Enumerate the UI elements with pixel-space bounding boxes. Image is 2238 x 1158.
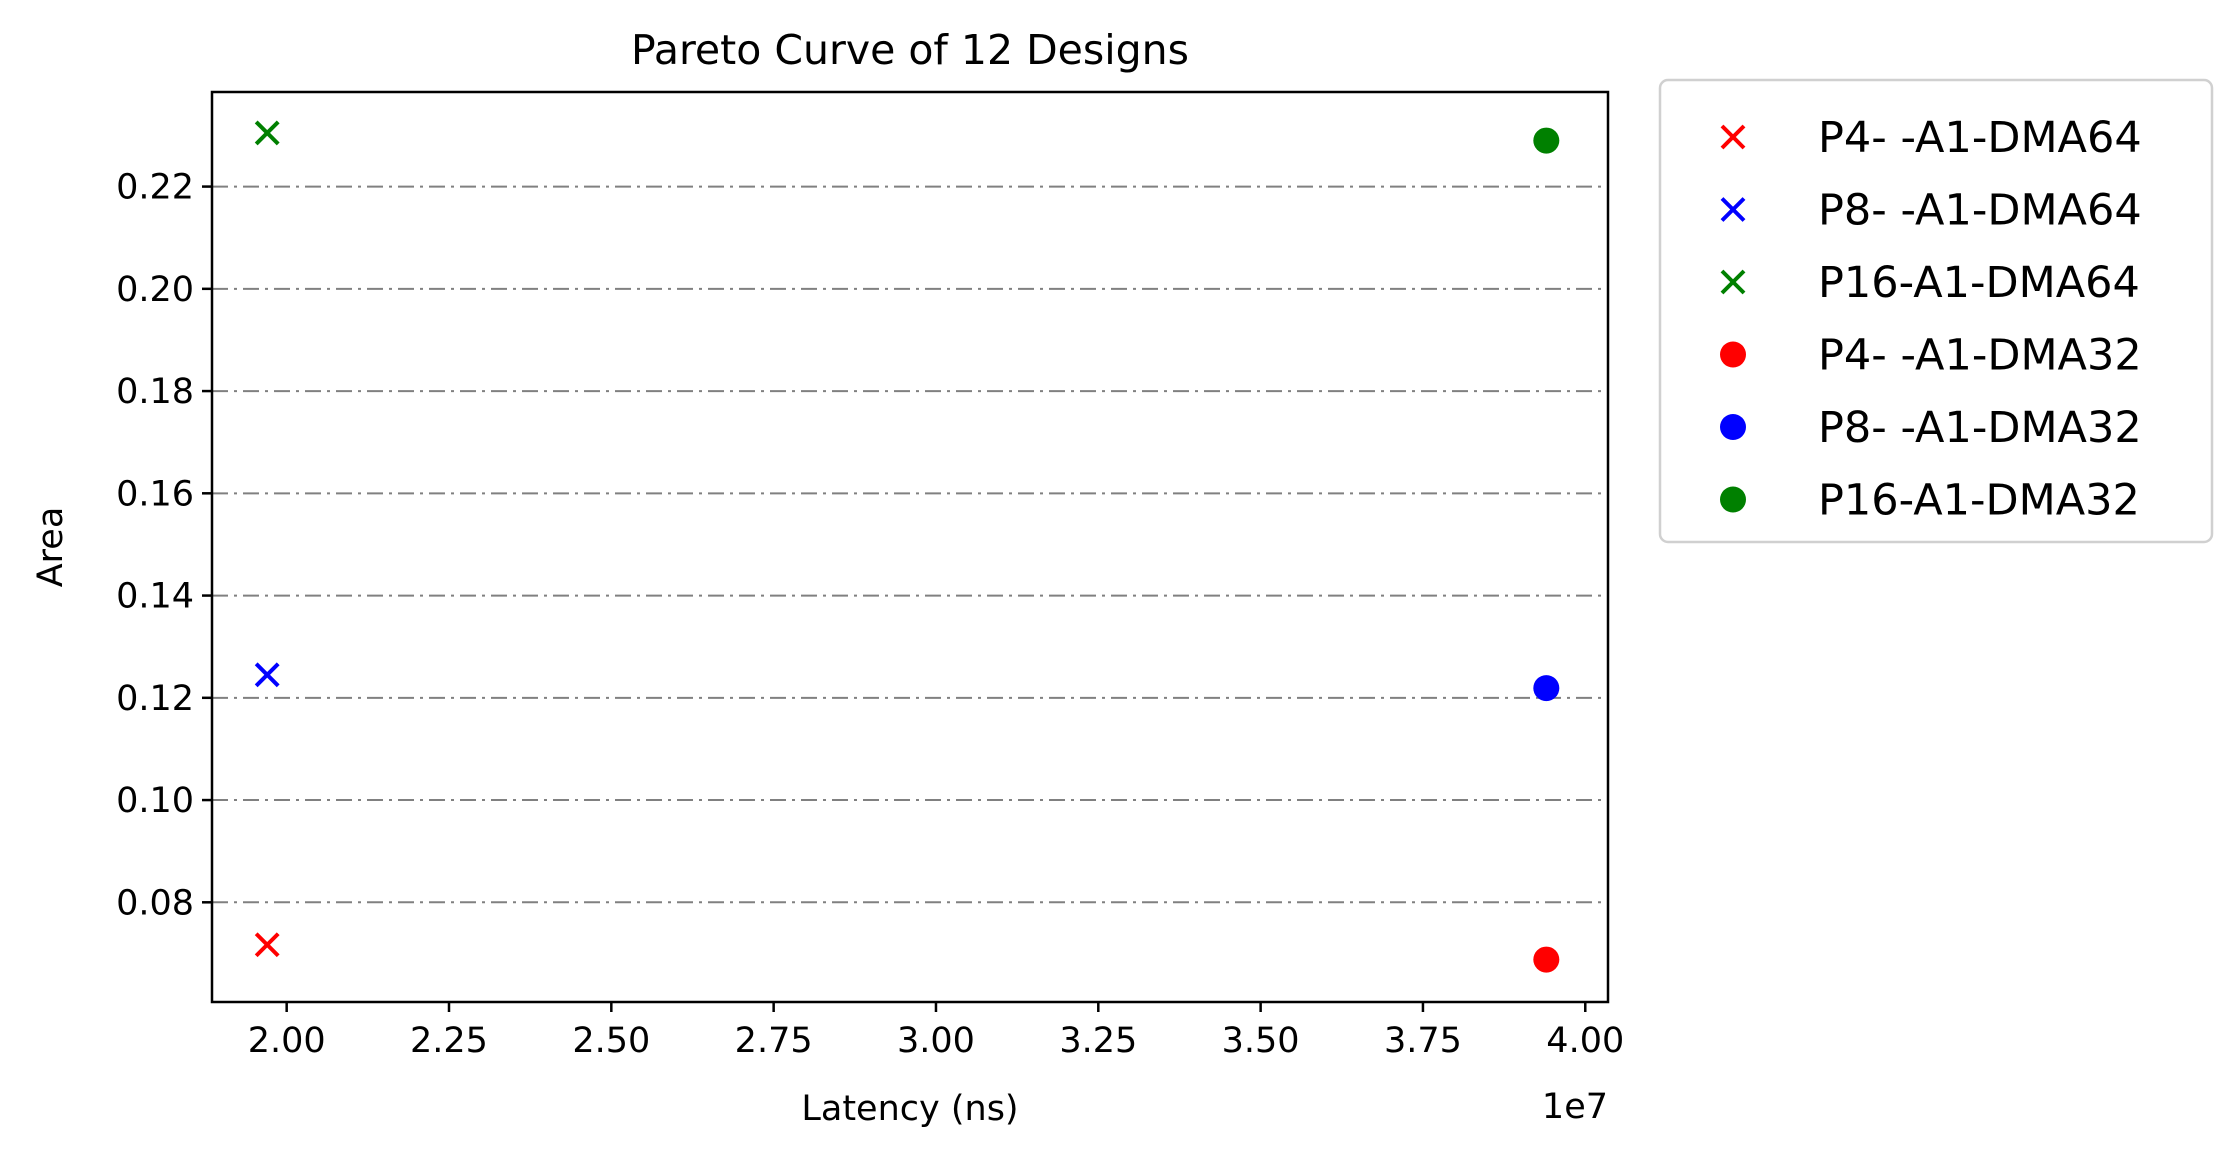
- y-gridlines: [212, 185, 1608, 904]
- legend-label-5: P16-A1-DMA32: [1818, 476, 2140, 526]
- x-tick-label-1: 2.25: [410, 1021, 488, 1061]
- data-point-4-0: [1533, 675, 1560, 702]
- y-tick-label-4: 0.16: [116, 474, 194, 514]
- legend-marker-3: [1720, 341, 1746, 368]
- legend-label-2: P16-A1-DMA64: [1818, 258, 2140, 308]
- data-point-1-0: [254, 662, 280, 688]
- legend-box: [1658, 78, 2214, 544]
- data-point-3-0: [1533, 946, 1560, 973]
- data-point-0-0: [254, 932, 280, 958]
- x-tick-label-3: 2.75: [735, 1021, 813, 1061]
- y-axis-ticks: 0.08 0.10 0.12 0.14 0.16 0.18 0.20 0.22: [116, 168, 212, 923]
- x-axis-ticks: 2.00 2.25 2.50 2.75 3.00 3.25 3.50 3.75 4.00: [248, 1002, 1624, 1061]
- x-tick-label-7: 3.75: [1384, 1021, 1462, 1061]
- x-axis-offset-label: 1e7: [1542, 1087, 1608, 1127]
- y-tick-label-7: 0.22: [116, 168, 194, 208]
- x-tick-label-8: 4.00: [1546, 1021, 1624, 1061]
- y-tick-label-1: 0.10: [116, 781, 194, 821]
- legend-label-3: P4- -A1-DMA32: [1818, 331, 2142, 381]
- x-tick-label-6: 3.50: [1222, 1021, 1300, 1061]
- legend-marker-4: [1720, 414, 1746, 440]
- y-axis-label: Area: [31, 507, 71, 588]
- legend-label-1: P8- -A1-DMA64: [1818, 186, 2142, 236]
- data-points: [254, 120, 1560, 973]
- legend-marker-1: [1720, 197, 1746, 222]
- y-tick-label-2: 0.12: [116, 679, 194, 719]
- legend-label-4: P8- -A1-DMA32: [1818, 403, 2142, 453]
- data-point-2-0: [254, 120, 280, 146]
- x-axis-label: Latency (ns): [801, 1089, 1018, 1129]
- y-tick-label-6: 0.20: [116, 270, 194, 310]
- legend-label-0: P4- -A1-DMA64: [1818, 113, 2142, 163]
- y-tick-label-0: 0.08: [116, 883, 194, 923]
- legend-marker-2: [1720, 269, 1746, 295]
- x-tick-label-0: 2.00: [248, 1021, 326, 1061]
- data-point-5-0: [1533, 127, 1560, 154]
- x-tick-label-2: 2.50: [572, 1021, 650, 1061]
- legend-marker-0: [1720, 124, 1746, 150]
- legend: P4- -A1-DMA64 P8- -A1-DMA64 P16-A1-DMA64 P4…: [1658, 78, 2214, 544]
- x-tick-label-5: 3.25: [1059, 1021, 1137, 1061]
- chart-title: Pareto Curve of 12 Designs: [631, 26, 1189, 74]
- y-tick-label-5: 0.18: [116, 372, 194, 412]
- plot-frame: [210, 90, 1610, 1004]
- legend-marker-5: [1720, 486, 1746, 513]
- x-tick-label-4: 3.00: [897, 1021, 975, 1061]
- y-tick-label-3: 0.14: [116, 577, 194, 617]
